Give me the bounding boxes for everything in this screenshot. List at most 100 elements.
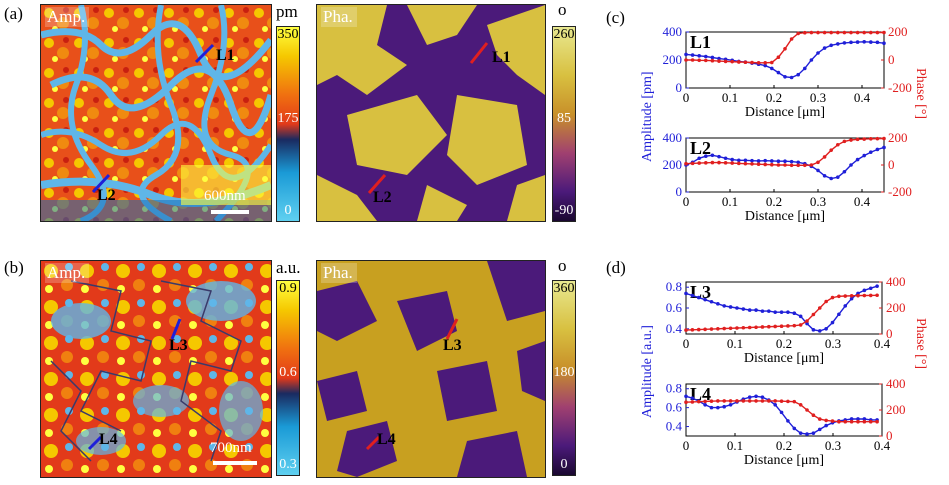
- data-point-amplitude: [770, 66, 774, 71]
- data-point-phase: [703, 327, 707, 332]
- data-point-amplitude: [763, 158, 767, 163]
- data-point-amplitude: [737, 158, 741, 163]
- data-point-amplitude: [837, 312, 841, 317]
- data-point-phase: [728, 326, 733, 331]
- data-point-phase: [855, 137, 860, 142]
- data-point-phase: [811, 413, 816, 418]
- data-point-amplitude: [735, 400, 739, 404]
- data-point-phase: [747, 399, 752, 403]
- data-point-amplitude: [869, 150, 873, 154]
- data-point-phase: [792, 399, 797, 404]
- data-point-phase: [684, 328, 688, 332]
- y-tick-label: 0: [676, 184, 683, 199]
- data-point-amplitude: [792, 311, 797, 316]
- data-point-amplitude: [730, 157, 734, 162]
- data-point-phase: [767, 324, 771, 329]
- data-point-phase: [754, 399, 758, 403]
- data-point-amplitude: [792, 426, 797, 431]
- x-tick-label: 0.1: [722, 194, 738, 209]
- data-point-phase: [792, 323, 797, 328]
- data-point-amplitude: [875, 40, 880, 45]
- data-point-amplitude: [849, 417, 854, 421]
- plot-title-l4: L4: [690, 384, 711, 404]
- pha-tick-b-top: 360: [553, 281, 575, 296]
- data-point-phase: [717, 160, 721, 165]
- data-point-amplitude: [690, 53, 695, 57]
- pha-tick-b-mid: 180: [553, 365, 575, 380]
- data-point-amplitude: [760, 309, 765, 313]
- data-point-phase: [809, 30, 814, 35]
- data-point-amplitude: [824, 423, 828, 428]
- data-point-amplitude: [704, 154, 708, 159]
- series-line-phase: [686, 31, 884, 64]
- data-point-phase: [849, 138, 853, 142]
- amp-label-a: Amp.: [45, 7, 90, 27]
- data-point-amplitude: [816, 168, 820, 173]
- data-point-phase: [789, 37, 794, 41]
- data-point-amplitude: [750, 61, 754, 65]
- data-point-amplitude: [836, 42, 840, 46]
- data-point-amplitude: [684, 394, 688, 399]
- data-point-amplitude: [776, 70, 781, 75]
- pha-unit-a: o: [558, 0, 567, 19]
- data-point-amplitude: [855, 40, 860, 44]
- scale-bar-a: [211, 210, 249, 214]
- data-point-phase: [709, 399, 714, 403]
- amp-label-b: Amp.: [45, 263, 90, 283]
- data-point-amplitude: [735, 306, 739, 310]
- data-point-amplitude: [709, 299, 714, 304]
- y2-tick-label: 200: [888, 24, 908, 39]
- line-label-l2: L2: [97, 187, 116, 204]
- data-point-phase: [856, 419, 860, 424]
- x-axis-label: Distance [μm]: [745, 105, 825, 120]
- data-point-amplitude: [849, 163, 853, 167]
- data-point-phase: [875, 419, 879, 424]
- data-point-amplitude: [690, 160, 695, 165]
- data-point-phase: [862, 293, 867, 298]
- data-point-phase: [805, 319, 809, 323]
- data-point-amplitude: [849, 296, 854, 301]
- x-tick-label: 0.3: [825, 438, 841, 453]
- data-point-amplitude: [816, 51, 820, 55]
- x-tick-label: 0.1: [722, 90, 738, 105]
- data-point-amplitude: [805, 321, 809, 326]
- data-point-phase: [809, 163, 814, 167]
- y-tick-label: 0: [676, 80, 683, 95]
- data-point-amplitude: [741, 397, 746, 401]
- plot-frame-l2: [685, 137, 885, 193]
- data-point-phase: [816, 30, 820, 35]
- amp-tick-a-bot: 0: [284, 203, 292, 218]
- data-point-phase: [855, 30, 860, 35]
- y-tick-label: 200: [663, 157, 683, 172]
- data-point-phase: [770, 60, 774, 65]
- data-point-phase: [750, 60, 754, 65]
- data-point-amplitude: [862, 153, 866, 158]
- data-point-phase: [760, 399, 765, 403]
- data-point-phase: [817, 417, 822, 421]
- plot-title-l2: L2: [690, 138, 711, 158]
- data-point-phase: [696, 327, 701, 332]
- data-point-phase: [798, 323, 803, 327]
- data-point-phase: [728, 399, 733, 403]
- series-line-phase: [685, 400, 878, 423]
- data-point-phase: [856, 293, 860, 298]
- data-point-amplitude: [849, 40, 853, 45]
- data-point-phase: [875, 30, 880, 35]
- data-point-amplitude: [875, 284, 879, 288]
- data-point-amplitude: [728, 305, 733, 309]
- plot-title-l3: L3: [690, 282, 711, 302]
- y-tick-label: 0.4: [666, 321, 683, 336]
- data-point-phase: [750, 162, 754, 166]
- data-point-amplitude: [829, 43, 833, 48]
- data-point-amplitude: [743, 158, 748, 163]
- data-point-amplitude: [703, 403, 707, 407]
- data-point-phase: [862, 137, 866, 141]
- data-point-phase: [824, 418, 828, 423]
- x-tick-label: 0.1: [727, 438, 743, 453]
- data-point-amplitude: [763, 63, 767, 68]
- data-point-phase: [849, 30, 853, 35]
- data-point-amplitude: [862, 40, 866, 44]
- data-point-amplitude: [856, 291, 860, 296]
- data-point-phase: [783, 163, 787, 167]
- x-tick-label: 0: [683, 194, 690, 209]
